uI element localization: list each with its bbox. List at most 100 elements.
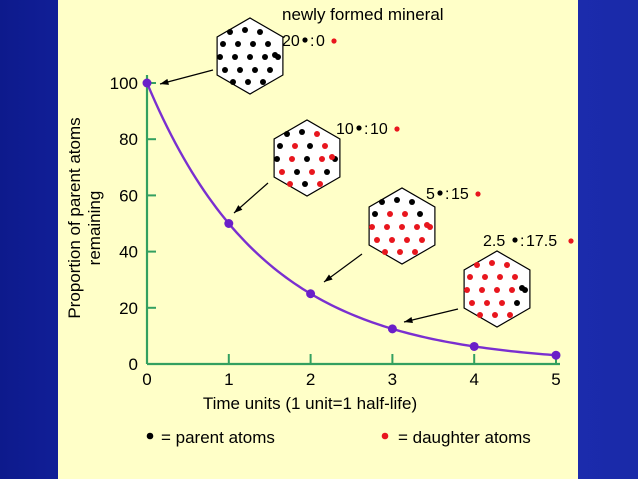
x-tick-label: 0 xyxy=(142,370,151,389)
atom-dot xyxy=(474,262,480,268)
daughter-count: 17.5 xyxy=(526,233,557,250)
atom-dot xyxy=(250,41,256,47)
atom-dot xyxy=(374,237,380,243)
atom-dot xyxy=(372,211,378,217)
atom-dot xyxy=(317,181,323,187)
y-axis-label-line2: remaining xyxy=(85,191,104,266)
atom-dot xyxy=(417,211,423,217)
atom-dot xyxy=(279,169,285,175)
y-tick-label: 100 xyxy=(110,74,138,93)
annotation-title: newly formed mineral xyxy=(282,5,444,24)
y-axis-label-line1: Proportion of parent atoms xyxy=(65,117,84,318)
atom-dot xyxy=(235,41,241,47)
atom-dot xyxy=(274,156,280,162)
atom-dot xyxy=(294,169,300,175)
parent-count: 10 xyxy=(336,121,354,138)
atom-dot xyxy=(284,131,290,137)
data-point xyxy=(224,219,234,228)
atom-dot xyxy=(222,67,228,73)
atom-dot xyxy=(322,143,328,149)
atom-dot xyxy=(247,54,253,60)
atom-dot xyxy=(424,222,430,228)
atom-dot xyxy=(479,287,485,293)
atom-dot xyxy=(227,29,233,35)
parent-dot xyxy=(512,237,518,243)
atom-dot xyxy=(512,274,518,280)
mineral-hexagon xyxy=(216,17,284,95)
x-tick-label: 3 xyxy=(388,370,397,389)
parent-dot xyxy=(302,37,308,43)
data-point xyxy=(142,78,152,88)
atom-dot xyxy=(507,312,513,318)
arrow-head xyxy=(324,274,333,282)
parent-count: 5 xyxy=(426,186,435,203)
atom-dot xyxy=(329,154,335,160)
pointer-arrow xyxy=(403,308,459,323)
ratio-separator: : xyxy=(310,33,314,50)
x-axis-label: Time units (1 unit=1 half-life) xyxy=(203,394,417,413)
y-tick-label: 80 xyxy=(119,130,138,149)
atom-dot xyxy=(314,131,320,137)
atom-dot xyxy=(409,199,415,205)
y-tick-label: 60 xyxy=(119,186,138,205)
ratio-label: 5:15 xyxy=(426,186,481,203)
y-tick-label: 20 xyxy=(119,299,138,318)
atom-dot xyxy=(242,27,248,33)
atom-dot xyxy=(287,181,293,187)
ratio-separator: : xyxy=(520,233,524,250)
atom-dot xyxy=(245,79,251,85)
atom-dot xyxy=(404,237,410,243)
daughter-count: 15 xyxy=(451,186,469,203)
atom-dot xyxy=(304,156,310,162)
legend: = parent atoms = daughter atoms xyxy=(146,428,531,447)
atom-dot xyxy=(519,285,525,291)
atom-dot xyxy=(484,300,490,306)
atom-dot xyxy=(504,262,510,268)
atom-dot xyxy=(497,274,503,280)
atom-dot xyxy=(494,287,500,293)
atom-dot xyxy=(292,143,298,149)
atom-dot xyxy=(477,312,483,318)
data-point xyxy=(306,289,316,299)
atom-dot xyxy=(514,300,520,306)
atom-dot xyxy=(397,249,403,255)
x-tick-label: 2 xyxy=(306,370,315,389)
mineral-hexagon xyxy=(368,187,436,265)
legend-daughter-dot xyxy=(381,432,389,440)
parent-count: 20 xyxy=(282,33,300,50)
parent-count: 2.5 xyxy=(483,233,505,250)
atom-dot xyxy=(414,224,420,230)
atom-dot xyxy=(402,211,408,217)
atom-dot xyxy=(482,274,488,280)
parent-dot xyxy=(356,125,362,131)
atom-dot xyxy=(289,156,295,162)
atom-dot xyxy=(384,224,390,230)
arrow-head xyxy=(234,205,243,213)
atom-dot xyxy=(252,67,258,73)
atom-dot xyxy=(237,67,243,73)
mineral-hexagon xyxy=(463,250,531,328)
x-tick-label: 4 xyxy=(469,370,478,389)
atom-dot xyxy=(230,79,236,85)
legend-parent-dot xyxy=(146,432,154,440)
data-point xyxy=(551,350,561,360)
daughter-dot xyxy=(394,126,400,132)
atom-dot xyxy=(217,54,223,60)
atom-dot xyxy=(267,67,273,73)
arrow-head xyxy=(404,317,413,324)
ratio-label: newly formed mineral 20:0 xyxy=(282,5,444,50)
atom-dot xyxy=(387,211,393,217)
legend-parent-label: = parent atoms xyxy=(161,428,275,447)
atom-dot xyxy=(399,224,405,230)
ratio-label: 10:10 xyxy=(336,121,400,138)
ratio-separator: : xyxy=(364,121,368,138)
atom-dot xyxy=(394,197,400,203)
atom-dot xyxy=(319,156,325,162)
daughter-count: 10 xyxy=(370,121,388,138)
atom-dot xyxy=(382,249,388,255)
atom-dot xyxy=(467,274,473,280)
atom-dot xyxy=(469,300,475,306)
atom-dot xyxy=(369,224,375,230)
